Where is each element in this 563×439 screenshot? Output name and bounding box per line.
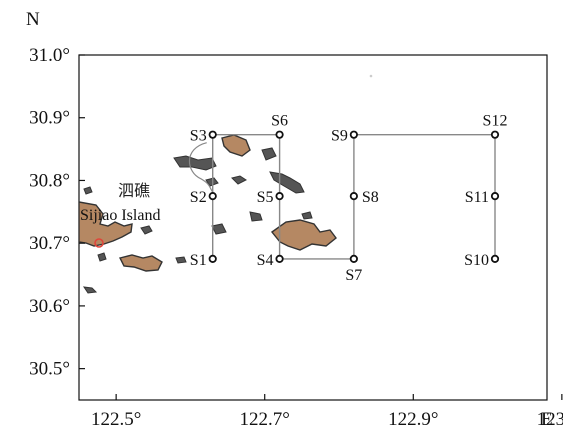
islet-shape <box>270 219 337 251</box>
survey-track-layer <box>188 134 496 260</box>
station-marker-s2 <box>208 192 217 201</box>
coast-boundary-line <box>188 142 214 193</box>
station-label-s5: S5 <box>257 189 274 206</box>
lon-tick-label: 123.1° <box>537 409 563 430</box>
station-label-s10: S10 <box>464 252 489 269</box>
islet-shape <box>175 256 187 264</box>
station-marker-s10 <box>490 254 500 263</box>
islet-shape <box>211 223 227 235</box>
station-marker-s7 <box>349 254 358 263</box>
lat-tick-label: 30.8° <box>29 170 70 191</box>
station-label-s6: S6 <box>271 113 288 130</box>
islet-shape <box>97 252 107 262</box>
lat-tick-label: 31.0° <box>29 45 70 66</box>
station-marker-s12 <box>490 130 500 139</box>
port-marker-icon <box>94 238 104 248</box>
islet-shape <box>83 186 93 195</box>
lat-tick-label: 30.7° <box>29 233 70 254</box>
place-label-chinese: 泗礁 <box>118 181 150 200</box>
lon-tick-label: 122.5° <box>91 409 141 430</box>
islet-shape <box>82 286 98 294</box>
station-layer: S1 S2 S3 S4 S5 S6 S7 S8 S9 S10 S11 S12 <box>190 113 508 284</box>
station-label-s12: S12 <box>483 113 508 130</box>
longitude-axis: 122.5° 122.7° 122.9° 123.1° <box>91 394 563 430</box>
survey-track-line <box>212 134 496 260</box>
station-label-s3: S3 <box>190 128 207 145</box>
station-marker-s8 <box>349 192 358 201</box>
north-label: N <box>26 9 40 30</box>
lat-tick-label: 30.9° <box>29 108 70 129</box>
station-marker-s1 <box>208 254 217 263</box>
islet-shape <box>140 225 153 235</box>
lon-tick-label: 122.7° <box>240 409 290 430</box>
island-layer <box>79 74 373 294</box>
station-label-s2: S2 <box>190 189 207 206</box>
lat-tick-label: 30.5° <box>29 359 70 380</box>
station-label-s4: S4 <box>257 252 274 269</box>
station-label-s8: S8 <box>362 189 379 206</box>
islet-shape <box>261 147 277 161</box>
latitude-axis: 31.0° 30.9° 30.8° 30.7° 30.6° 30.5° <box>29 45 85 380</box>
speck-mark <box>369 74 373 78</box>
islet-shape <box>231 175 247 185</box>
sijiao-island-shape <box>79 201 133 247</box>
lon-tick-label: 122.9° <box>388 409 438 430</box>
east-label: E <box>541 409 553 430</box>
islet-shape <box>269 171 305 194</box>
place-label-english: Sijiao Island <box>80 207 160 224</box>
islet-shape <box>118 254 163 272</box>
station-label-s1: S1 <box>190 252 207 269</box>
station-label-s9: S9 <box>331 128 348 145</box>
station-marker-s6 <box>275 130 284 139</box>
islet-shape <box>301 211 313 220</box>
station-marker-s3 <box>208 130 217 139</box>
lat-tick-label: 30.6° <box>29 296 70 317</box>
station-label-s11: S11 <box>465 189 489 206</box>
station-marker-s9 <box>349 130 358 139</box>
station-marker-s5 <box>275 192 284 201</box>
islet-shape <box>249 211 263 222</box>
station-marker-s4 <box>275 254 284 263</box>
station-label-s7: S7 <box>345 267 362 284</box>
islet-shape <box>221 134 251 157</box>
station-marker-s11 <box>490 192 500 201</box>
